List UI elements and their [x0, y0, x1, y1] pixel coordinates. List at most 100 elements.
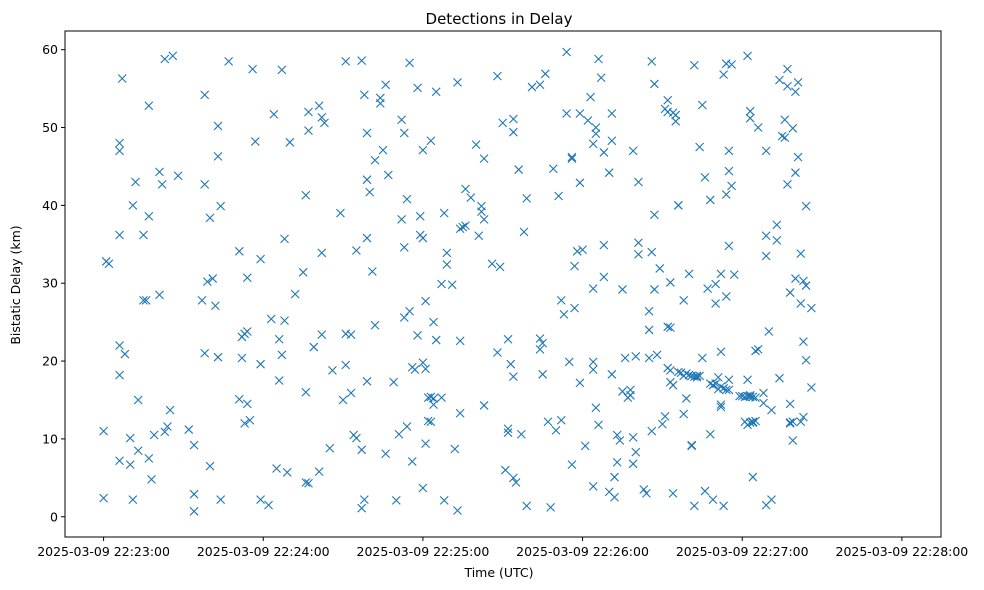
y-tick-label-2: 20 — [42, 354, 58, 369]
data-point-78 — [280, 316, 289, 325]
data-point-275 — [634, 177, 643, 187]
data-point-290 — [658, 419, 667, 429]
data-point-361 — [729, 270, 739, 280]
data-point-203 — [514, 165, 524, 174]
data-point-214 — [540, 69, 550, 79]
data-point-91 — [314, 101, 324, 111]
data-point-380 — [751, 416, 760, 426]
data-point-406 — [785, 399, 795, 409]
data-point-265 — [620, 353, 630, 363]
data-point-109 — [357, 503, 367, 513]
data-point-37 — [189, 440, 199, 450]
data-point-239 — [588, 482, 598, 491]
data-point-217 — [548, 164, 558, 174]
data-point-227 — [567, 152, 577, 162]
data-point-404 — [785, 418, 795, 427]
data-point-367 — [743, 375, 752, 385]
data-point-395 — [775, 373, 784, 383]
data-point-230 — [570, 261, 579, 271]
data-point-209 — [535, 334, 545, 343]
data-point-163 — [431, 87, 441, 97]
data-point-50 — [213, 151, 223, 161]
data-point-156 — [426, 417, 436, 427]
data-point-145 — [415, 211, 425, 221]
data-point-192 — [498, 118, 508, 128]
data-point-210 — [535, 345, 545, 354]
data-point-316 — [684, 269, 694, 279]
data-point-272 — [631, 447, 641, 457]
data-point-262 — [615, 436, 625, 445]
data-point-189 — [493, 71, 502, 81]
data-point-66 — [250, 137, 260, 146]
x-tick-label-5: 2025-03-09 22:28:00 — [836, 544, 969, 559]
data-point-294 — [663, 95, 673, 105]
data-point-405 — [785, 288, 795, 297]
data-point-424 — [807, 383, 816, 392]
data-point-70 — [264, 500, 273, 510]
data-point-346 — [716, 269, 726, 279]
data-point-90 — [309, 342, 319, 352]
data-point-289 — [655, 264, 665, 273]
data-point-228 — [567, 154, 577, 164]
data-point-164 — [437, 279, 446, 289]
data-point-0 — [99, 493, 108, 503]
data-point-370 — [745, 390, 755, 400]
data-point-83 — [298, 267, 308, 277]
data-point-338 — [711, 299, 721, 308]
data-point-421 — [801, 281, 811, 290]
data-point-175 — [455, 336, 465, 346]
data-point-202 — [511, 478, 521, 487]
data-point-295 — [663, 322, 673, 332]
data-point-80 — [282, 467, 292, 477]
data-point-45 — [205, 213, 215, 223]
data-point-29 — [157, 179, 167, 189]
data-point-344 — [716, 347, 726, 357]
data-point-255 — [607, 369, 617, 379]
data-point-399 — [780, 115, 790, 125]
data-point-200 — [508, 114, 518, 124]
data-point-206 — [522, 193, 532, 203]
data-point-19 — [139, 230, 148, 240]
data-point-149 — [418, 145, 428, 155]
data-point-17 — [133, 446, 143, 455]
data-point-162 — [431, 335, 441, 345]
data-point-15 — [128, 200, 138, 210]
data-point-221 — [556, 295, 566, 305]
data-point-63 — [242, 327, 252, 336]
data-point-235 — [578, 245, 587, 255]
data-point-216 — [546, 503, 556, 512]
data-point-240 — [588, 139, 598, 149]
data-point-31 — [160, 54, 170, 64]
data-point-389 — [761, 251, 771, 261]
data-point-199 — [508, 127, 518, 137]
data-point-154 — [423, 416, 433, 426]
data-point-349 — [719, 383, 728, 393]
data-point-336 — [708, 495, 718, 505]
data-point-284 — [647, 56, 657, 66]
data-point-257 — [607, 136, 617, 146]
data-point-8 — [115, 146, 124, 156]
data-point-157 — [426, 392, 436, 402]
data-point-387 — [761, 146, 771, 156]
data-point-136 — [402, 422, 412, 431]
data-point-123 — [375, 99, 385, 108]
data-point-116 — [362, 175, 372, 185]
data-point-39 — [189, 506, 199, 516]
data-point-186 — [479, 154, 489, 164]
data-point-46 — [205, 461, 215, 471]
y-tick-label-6: 60 — [42, 42, 58, 57]
data-point-298 — [665, 323, 675, 332]
data-point-60 — [240, 418, 250, 428]
data-point-348 — [719, 501, 728, 511]
data-point-177 — [458, 222, 468, 232]
data-point-366 — [743, 51, 752, 61]
data-point-345 — [716, 402, 726, 412]
data-point-285 — [650, 79, 659, 89]
data-point-353 — [721, 292, 731, 301]
data-point-212 — [538, 338, 548, 348]
data-point-322 — [689, 60, 699, 70]
data-point-124 — [378, 145, 388, 155]
data-point-252 — [599, 240, 609, 250]
data-point-184 — [477, 207, 486, 216]
data-point-113 — [359, 90, 369, 100]
